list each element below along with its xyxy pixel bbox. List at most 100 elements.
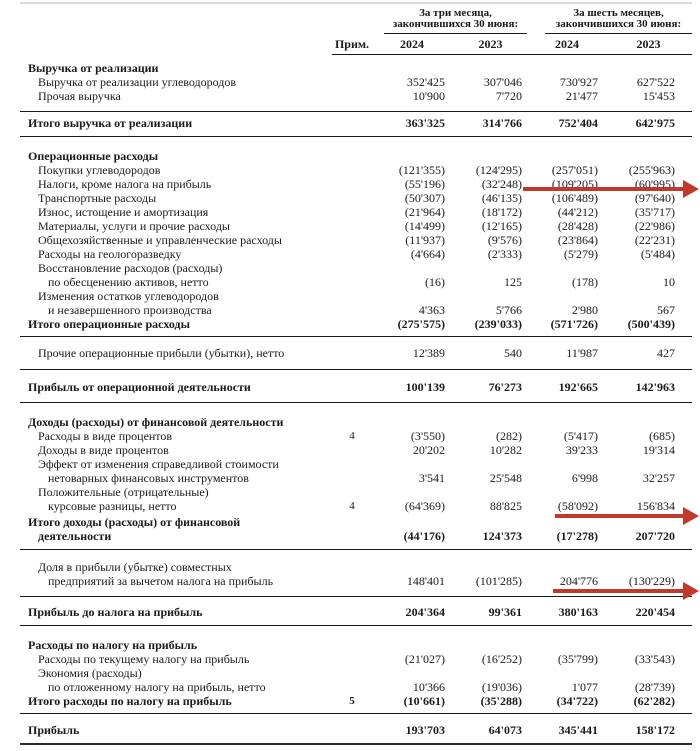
row-label: Расходы в виде процентов bbox=[38, 428, 173, 443]
value-cell: (5'484) bbox=[640, 246, 675, 261]
value-cell: (44'212) bbox=[557, 204, 598, 219]
value-cell: 10'366 bbox=[412, 679, 445, 694]
value-cell bbox=[605, 513, 692, 529]
table-row: Эффект от изменения справедливой стоимос… bbox=[20, 457, 692, 471]
note-cell bbox=[332, 110, 372, 137]
value-cell: 730'927 bbox=[559, 74, 598, 89]
value-cell: (11'937) bbox=[405, 232, 445, 247]
value-cell bbox=[372, 549, 452, 574]
value-cell: 64'073 bbox=[452, 713, 529, 745]
row-label: Выручка от реализации углеводородов bbox=[38, 74, 237, 89]
value-cell: 193'703 bbox=[372, 713, 452, 745]
period-group-six-months: За шесть месяцев, закончившихся 30 июня: bbox=[529, 8, 692, 34]
total-row: Итого выручка от реализации 363'325 314'76… bbox=[20, 110, 692, 137]
value-cell: 752'404 bbox=[529, 110, 605, 137]
value-cell: 148'401 bbox=[372, 573, 452, 597]
value-cell: 124'373 bbox=[452, 528, 529, 550]
note-cell bbox=[332, 191, 372, 205]
table-row: Выручка от реализации углеводородов 352'4… bbox=[20, 75, 692, 89]
period-group-line1: За три месяца, bbox=[419, 7, 492, 19]
value-cell: (255'963) bbox=[628, 162, 675, 177]
value-cell: (35'717) bbox=[634, 204, 675, 219]
value-cell bbox=[605, 55, 692, 75]
value-cell bbox=[529, 549, 605, 574]
value-cell: (58'092) bbox=[557, 498, 598, 513]
value-cell: 142'963 bbox=[605, 369, 692, 403]
note-cell: 4 bbox=[349, 499, 355, 512]
value-cell: 4'363 bbox=[418, 302, 445, 317]
value-cell: (500'439) bbox=[605, 316, 692, 337]
value-cell: (10'661) bbox=[372, 693, 452, 714]
value-cell bbox=[529, 136, 605, 163]
value-cell: (121'355) bbox=[398, 162, 445, 177]
section-row: Расходы по налогу на прибыль bbox=[20, 625, 692, 652]
total-row: Прибыль до налога на прибыль 204'364 99'36… bbox=[20, 596, 692, 626]
value-cell: (101'285) bbox=[452, 573, 529, 597]
value-cell: (282) bbox=[496, 428, 522, 443]
row-label: Эффект от изменения справедливой стоимос… bbox=[38, 456, 279, 471]
table-row: по отложенному налогу на прибыль, нетто 1… bbox=[20, 680, 692, 694]
row-label: по обесценению активов, нетто bbox=[48, 274, 209, 289]
note-cell bbox=[332, 513, 372, 529]
note-cell bbox=[332, 233, 372, 247]
period-group-line1: За шесть месяцев, bbox=[573, 7, 664, 19]
row-label: Расходы на геологоразведку bbox=[38, 246, 182, 261]
value-cell: (35'288) bbox=[452, 693, 529, 714]
year-header-3m-2024: 2024 bbox=[372, 34, 452, 55]
value-cell: (23'864) bbox=[557, 232, 598, 247]
note-cell bbox=[332, 528, 372, 550]
value-cell: 10'282 bbox=[489, 442, 522, 457]
table-body: Выручка от реализации Выручка от реализац… bbox=[20, 55, 692, 745]
note-cell bbox=[332, 625, 372, 652]
value-cell bbox=[605, 666, 692, 680]
note-cell: 4 bbox=[349, 429, 355, 442]
value-cell: 307'046 bbox=[483, 74, 522, 89]
row-label: Материалы, услуги и прочие расходы bbox=[38, 218, 230, 233]
row-label: Доходы (расходы) от финансовой деятельно… bbox=[28, 414, 284, 429]
value-cell bbox=[452, 261, 529, 275]
value-cell: (4'664) bbox=[410, 246, 445, 261]
value-cell bbox=[605, 261, 692, 275]
value-cell: 567 bbox=[657, 302, 675, 317]
value-cell bbox=[452, 666, 529, 680]
value-cell: 5'766 bbox=[495, 302, 522, 317]
value-cell: (257'051) bbox=[551, 162, 598, 177]
note-cell bbox=[332, 457, 372, 471]
table-row: Прочая выручка 10'900 7'720 21'477 15'453 bbox=[20, 89, 692, 112]
table-row: Экономия (расходы) bbox=[20, 666, 692, 680]
row-label: Доходы в виде процентов bbox=[38, 442, 169, 457]
value-cell bbox=[452, 402, 529, 429]
note-cell bbox=[332, 89, 372, 112]
total-row: Прибыль от операционной деятельности 100'… bbox=[20, 369, 692, 403]
value-cell bbox=[529, 402, 605, 429]
row-label: по отложенному налогу на прибыль, нетто bbox=[48, 679, 266, 694]
value-cell: (50'307) bbox=[404, 190, 445, 205]
value-cell: (17'278) bbox=[529, 528, 605, 550]
value-cell bbox=[605, 485, 692, 499]
row-label: курсовые разницы, нетто bbox=[48, 498, 177, 513]
note-cell bbox=[332, 713, 372, 745]
value-cell: 204'364 bbox=[372, 596, 452, 626]
page-top-rule bbox=[20, 2, 692, 4]
period-group-line2: закончившихся 30 июня: bbox=[392, 18, 519, 30]
value-cell: 427 bbox=[605, 336, 692, 370]
note-cell bbox=[332, 652, 372, 666]
value-cell: (62'282) bbox=[605, 693, 692, 714]
value-cell: 352'425 bbox=[406, 74, 445, 89]
total-row: Прибыль 193'703 64'073 345'441 158'172 bbox=[20, 713, 692, 745]
row-label: Транспортные расходы bbox=[38, 190, 157, 205]
value-cell: (22'231) bbox=[634, 232, 675, 247]
value-cell bbox=[452, 289, 529, 303]
row-label: Прочие операционные прибыли (убытки), не… bbox=[20, 336, 332, 370]
value-cell bbox=[529, 261, 605, 275]
value-cell: 20'202 bbox=[412, 442, 445, 457]
value-cell: (64'369) bbox=[404, 498, 445, 513]
value-cell bbox=[529, 55, 605, 75]
value-cell bbox=[372, 666, 452, 680]
value-cell: 158'172 bbox=[605, 713, 692, 745]
value-cell bbox=[372, 261, 452, 275]
value-cell: (28'739) bbox=[634, 679, 675, 694]
row-label: Прибыль от операционной деятельности bbox=[20, 369, 332, 403]
value-cell: (21'964) bbox=[404, 204, 445, 219]
note-cell bbox=[332, 219, 372, 233]
